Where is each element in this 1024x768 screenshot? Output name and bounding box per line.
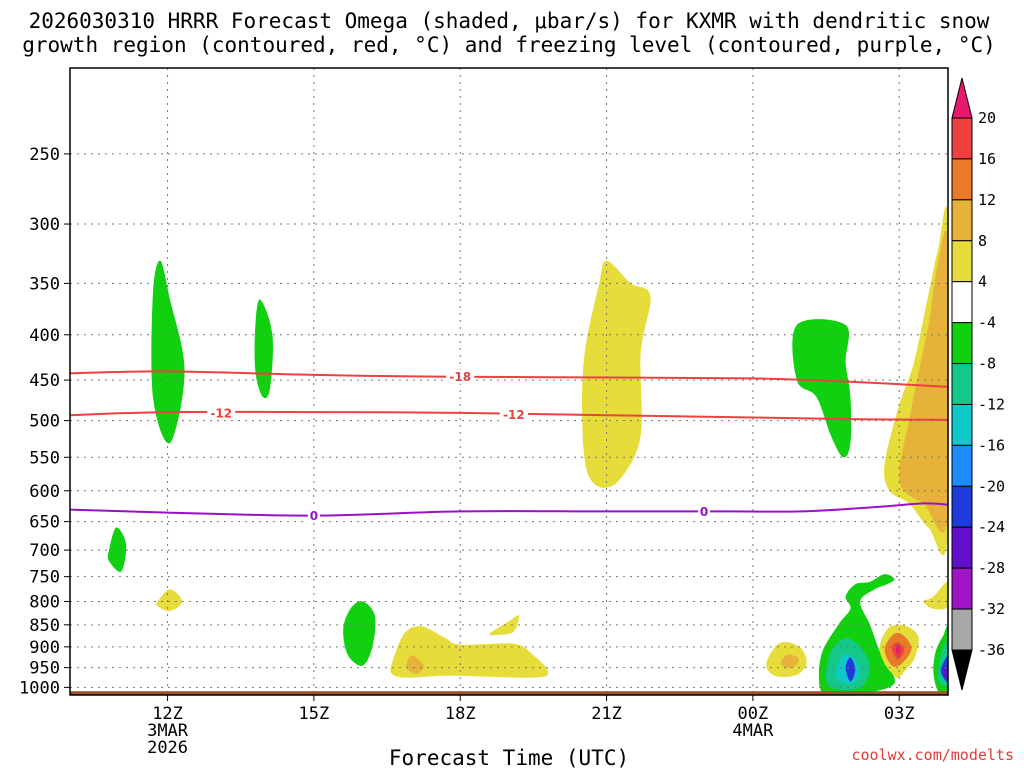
y-tick-label-300: 300: [29, 215, 60, 235]
colorbar-bin--20-to--24: [951, 485, 973, 528]
y-tick-label-400: 400: [29, 326, 60, 346]
omega-region-orange-18z-low: [406, 655, 424, 674]
y-tick-label-850: 850: [29, 616, 60, 636]
colorbar-bin-4-to--4: [951, 281, 973, 324]
omega-region-orange-03z-upper: [899, 230, 948, 533]
colorbar-label-12: 12: [978, 191, 996, 209]
contour-label-freezing-level-b: 0: [700, 505, 708, 519]
colorbar-bin-20-to-16: [951, 117, 973, 160]
x-tick-sublabel-00Z-0: 4MAR: [732, 721, 774, 741]
contour-freezing-level: [70, 502, 948, 517]
temperature-contours: -18 -12 -12 0 0: [70, 369, 948, 523]
omega-region-yellow-0330z-mid: [923, 581, 948, 610]
colorbar-bin-16-to-12: [951, 158, 973, 201]
omega-shading: [107, 206, 948, 695]
x-tick-sublabel-12Z-1: 2026: [147, 738, 188, 758]
colorbar-label-4: 4: [978, 273, 987, 291]
colorbar-bin-12-to-8: [951, 199, 973, 242]
y-tick-label-450: 450: [29, 371, 60, 391]
x-tick-label-12Z: 12Z: [152, 704, 183, 724]
colorbar-bin--32-to--36: [951, 608, 973, 651]
colorbar-label-16: 16: [978, 150, 996, 168]
omega-region-green-14z: [254, 299, 273, 399]
omega-region-orange-01z-low: [781, 654, 800, 668]
x-tick-label-00Z: 00Z: [738, 704, 769, 724]
omega-region-yellow-12z-low: [156, 589, 183, 612]
x-tick-sublabel-12Z-0: 3MAR: [147, 721, 189, 741]
y-tick-label-600: 600: [29, 482, 60, 502]
colorbar-label--12: -12: [978, 395, 1005, 413]
contour-label-dgz-minus18: -18: [449, 370, 471, 384]
colorbar-bin--12-to--16: [951, 403, 973, 446]
colorbar-label--20: -20: [978, 477, 1005, 495]
colorbar-label--28: -28: [978, 559, 1005, 577]
contour-label-bg-freezing-level-b: [698, 504, 711, 519]
colorbar-label--16: -16: [978, 436, 1005, 454]
contour-label-dgz-minus12: -12: [210, 406, 232, 420]
colorbar-label--36: -36: [978, 641, 1005, 659]
y-tick-label-650: 650: [29, 513, 60, 533]
site-credit[interactable]: coolwx.com/modelts: [851, 746, 1014, 764]
x-tick-label-15Z: 15Z: [299, 704, 330, 724]
omega-region-green-12z: [151, 260, 185, 444]
colorbar-top-arrow: [951, 77, 973, 119]
x-tick-label-03Z: 03Z: [884, 704, 915, 724]
omega-region-green-1030z: [107, 527, 127, 572]
contour-label-bg-dgz-minus12: [207, 405, 236, 420]
omega-region-yellow-18z-low: [390, 626, 549, 678]
y-tick-label-350: 350: [29, 274, 60, 294]
omega-region-green-16z: [343, 601, 376, 666]
y-axis-pressure: 2503003504004505005506006507007508008509…: [19, 145, 70, 698]
title-line-1: 2026030310 HRRR Forecast Omega (shaded, …: [29, 9, 990, 33]
colorbar-label-8: 8: [978, 232, 987, 250]
contour-label-dgz-minus12-b: -12: [503, 408, 525, 422]
contour-label-bg-freezing-level: [307, 508, 320, 523]
y-tick-label-900: 900: [29, 638, 60, 658]
colorbar-bin-8-to-4: [951, 240, 973, 283]
colorbar-bin--4-to--8: [951, 322, 973, 365]
colorbar-label--4: -4: [978, 314, 996, 332]
plot-frame: [69, 67, 949, 696]
colorbar-label-20: 20: [978, 109, 996, 127]
contour-dgz-minus18: [70, 370, 948, 388]
colorbar-bin--16-to--20: [951, 444, 973, 487]
plot-border: [69, 67, 949, 696]
contour-label-bg-dgz-minus12-b: [499, 407, 528, 422]
x-tick-label-18Z: 18Z: [445, 704, 476, 724]
colorbar-label--8: -8: [978, 355, 996, 373]
colorbar-bottom-arrow: [951, 649, 973, 691]
colorbar-label--32: -32: [978, 600, 1005, 618]
y-tick-label-250: 250: [29, 145, 60, 165]
chart-title: 2026030310 HRRR Forecast Omega (shaded, …: [22, 9, 996, 57]
colorbar-bin--28-to--32: [951, 567, 973, 610]
contour-label-freezing-level: 0: [310, 509, 318, 523]
y-tick-label-1000: 1000: [19, 678, 60, 698]
terrain: [70, 691, 948, 695]
title-line-2: growth region (contoured, red, °C) and f…: [22, 33, 996, 57]
terrain-fill: [70, 691, 948, 695]
y-tick-label-800: 800: [29, 593, 60, 613]
x-tick-label-21Z: 21Z: [591, 704, 622, 724]
contour-label-bg-dgz-minus18: [446, 369, 475, 384]
y-tick-label-550: 550: [29, 448, 60, 468]
y-tick-label-500: 500: [29, 412, 60, 432]
y-tick-label-700: 700: [29, 541, 60, 561]
colorbar-bin--24-to--28: [951, 526, 973, 569]
omega-colorbar: 20 16 12 8 4 -4 -8 -12 -16 -20 -24 -28 -32 -36: [951, 77, 1005, 691]
omega-region-yellow-21z: [582, 260, 651, 488]
omega-region-green-01z: [792, 319, 852, 458]
colorbar-label--24: -24: [978, 518, 1005, 536]
x-axis-label: Forecast Time (UTC): [389, 746, 629, 768]
y-tick-label-750: 750: [29, 568, 60, 588]
omega-region-blue-02z-low: [845, 657, 856, 682]
y-tick-label-950: 950: [29, 659, 60, 679]
colorbar-bin--8-to--12: [951, 363, 973, 405]
